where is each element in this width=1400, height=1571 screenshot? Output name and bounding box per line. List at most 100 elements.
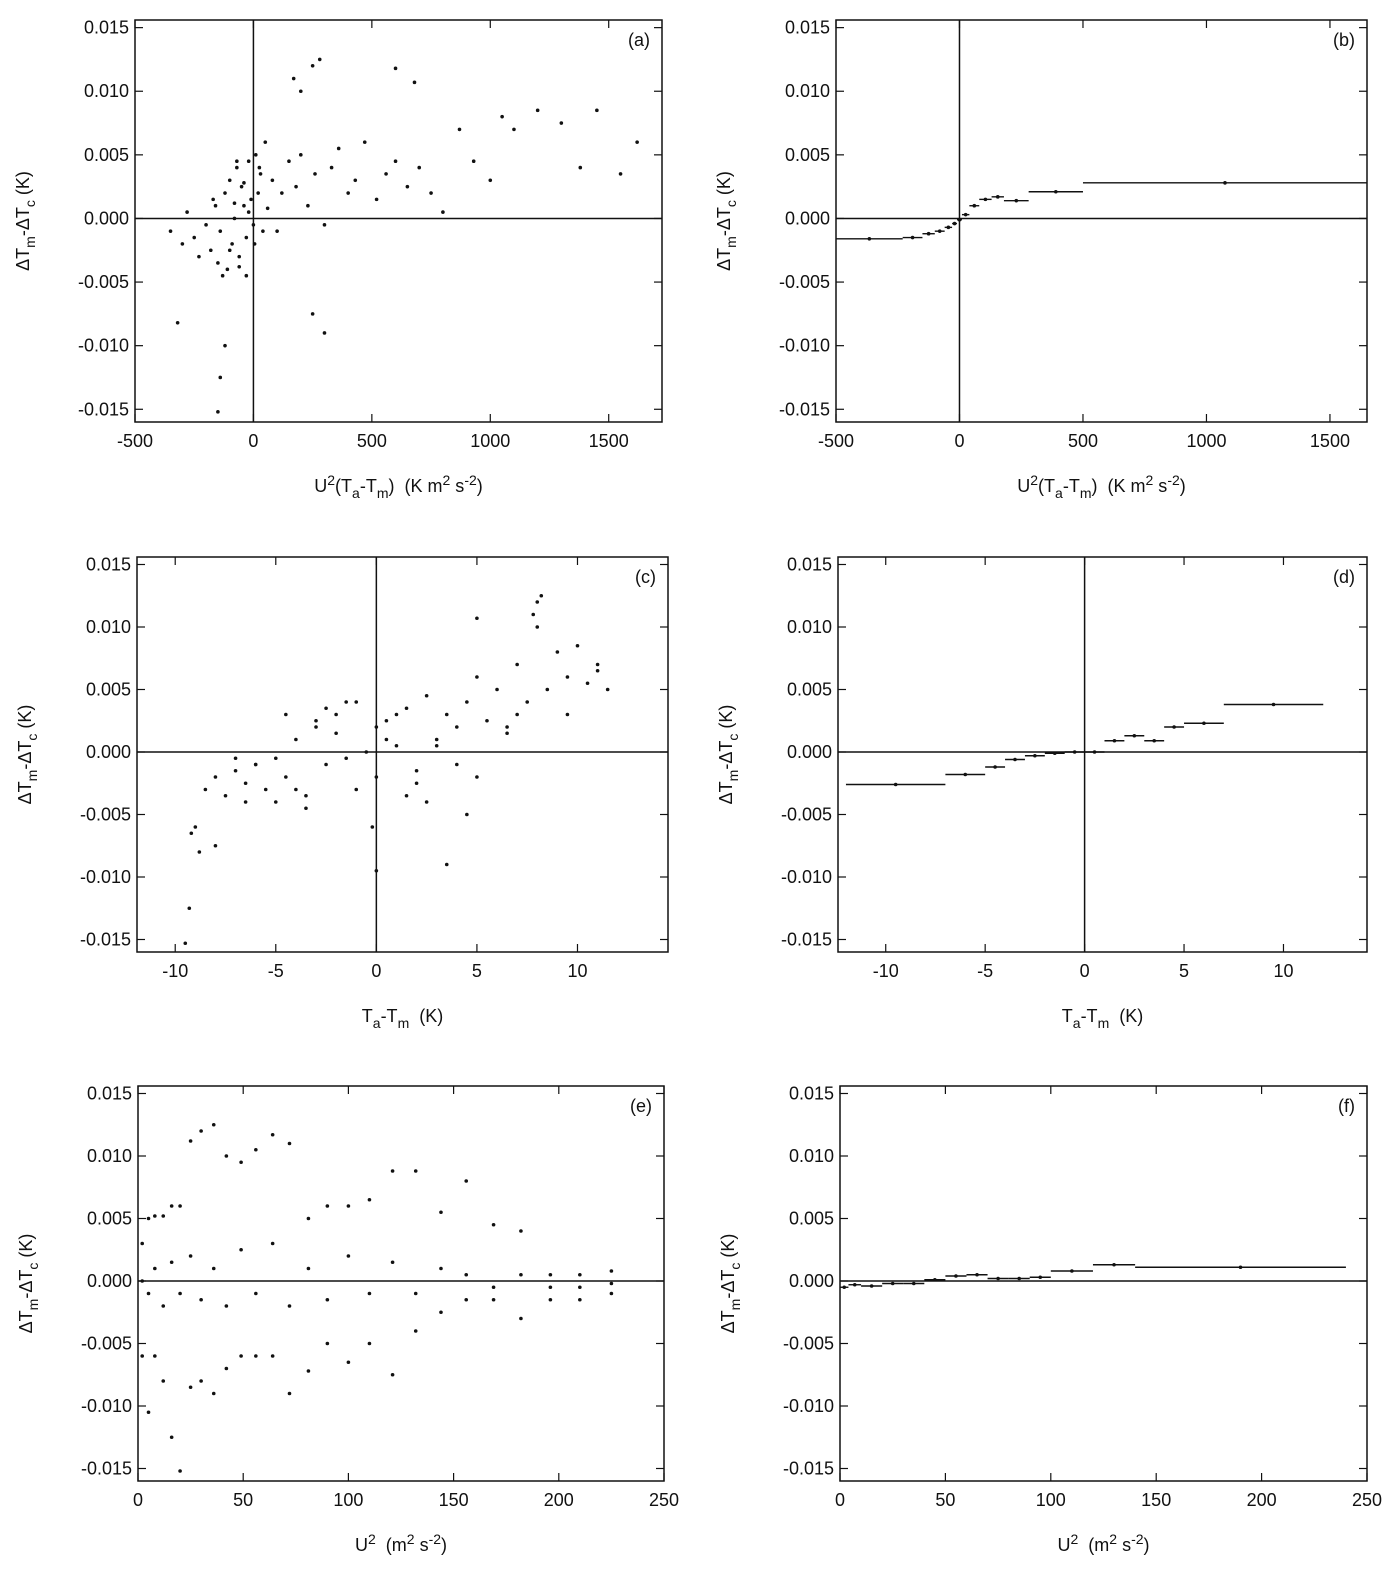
bin-point <box>869 1284 874 1288</box>
point <box>270 1354 275 1358</box>
point <box>218 375 223 380</box>
point <box>146 1216 151 1221</box>
point <box>519 1272 523 1277</box>
point <box>287 1304 292 1308</box>
point <box>394 712 399 717</box>
point <box>575 643 580 648</box>
y-tick-label: -0.005 <box>779 272 830 292</box>
label-part: -ΔT <box>714 207 734 236</box>
bin-point <box>1223 181 1227 185</box>
point <box>439 1266 443 1271</box>
point <box>404 793 409 798</box>
point <box>263 787 268 792</box>
point <box>314 725 318 729</box>
point <box>192 235 197 240</box>
label-part: -2 <box>464 472 477 488</box>
point <box>329 165 334 170</box>
point <box>417 165 422 170</box>
point <box>199 1129 203 1133</box>
y-axis-label: ΔTm-ΔTc (K) <box>714 171 739 271</box>
point <box>434 743 439 748</box>
y-axis-label: ΔTm-ΔTc (K) <box>16 1234 41 1334</box>
label-part: -2 <box>1131 1531 1144 1547</box>
point <box>243 781 248 786</box>
point <box>609 1281 614 1286</box>
point <box>354 700 359 704</box>
point <box>239 1247 243 1252</box>
point <box>565 675 570 679</box>
point <box>535 600 540 604</box>
point <box>249 197 253 202</box>
y-tick-label: 0.000 <box>87 1271 132 1291</box>
point <box>178 1291 182 1296</box>
point <box>230 242 234 246</box>
label-part: (K) <box>716 705 736 734</box>
label-part: c <box>24 734 40 741</box>
x-axis-label: U2(Ta-Tm) (K m2 s-2) <box>314 472 483 501</box>
point <box>595 662 600 667</box>
point <box>254 1354 258 1358</box>
point <box>211 1266 216 1271</box>
label-part: s <box>1117 1535 1131 1555</box>
y-tick-label: -0.010 <box>779 336 830 356</box>
label-part: T <box>362 1006 373 1026</box>
x-tick-label: 500 <box>357 431 387 451</box>
bin-point <box>1271 702 1276 707</box>
point <box>578 1285 582 1290</box>
bin-point <box>1112 738 1117 743</box>
point <box>545 687 550 692</box>
y-tick-label: 0.010 <box>785 81 830 101</box>
point <box>188 1254 193 1258</box>
x-tick-label: 100 <box>1036 1490 1066 1510</box>
y-tick-label: -0.010 <box>78 336 129 356</box>
point <box>216 261 220 265</box>
label-part: ΔT <box>16 1310 36 1333</box>
bin-point <box>1054 189 1058 194</box>
label-part: (K) <box>15 705 35 734</box>
y-tick-label: 0.005 <box>87 1209 132 1229</box>
x-tick-label: 1000 <box>1186 431 1226 451</box>
point <box>374 197 379 202</box>
label-part: 2 <box>407 1531 415 1547</box>
x-tick-label: 5 <box>1179 961 1189 981</box>
panel: -0.015 -0.010 -0.005 0.000 0.005 0.010 0.015 -1… <box>15 555 669 1031</box>
label-part: a <box>1073 1015 1081 1031</box>
point <box>346 1360 351 1365</box>
point <box>374 775 379 779</box>
bin-point <box>1202 721 1206 726</box>
label-part: -T <box>1063 476 1080 496</box>
point <box>199 1297 203 1302</box>
point <box>548 1297 553 1302</box>
point <box>232 216 237 221</box>
point <box>280 191 284 195</box>
label-part: (m <box>1078 1535 1109 1555</box>
point <box>227 248 232 253</box>
y-tick-label: 0.015 <box>87 1084 132 1104</box>
point <box>325 1297 330 1302</box>
label-part: (T <box>335 476 352 496</box>
point <box>346 1204 351 1208</box>
point <box>180 242 185 246</box>
point <box>344 700 348 704</box>
point <box>223 793 228 798</box>
point <box>384 737 389 742</box>
y-tick-label: 0.010 <box>787 617 832 637</box>
y-tick-label: 0.010 <box>87 1146 132 1166</box>
point <box>548 1285 553 1290</box>
point <box>244 235 249 240</box>
label-part: U <box>1057 1535 1070 1555</box>
bin-point <box>933 1277 937 1282</box>
point <box>178 1204 182 1208</box>
point <box>578 1272 582 1277</box>
x-axis-label: Ta-Tm (K) <box>362 1006 443 1031</box>
plot-frame <box>136 556 669 953</box>
panel: -0.015 -0.010 -0.005 0.000 0.005 0.010 0.015 -5… <box>714 18 1368 501</box>
x-tick-label: 500 <box>1068 431 1098 451</box>
point <box>261 229 265 233</box>
point <box>306 1266 311 1271</box>
label-part: T <box>1062 1006 1073 1026</box>
point <box>505 731 509 736</box>
point <box>595 108 599 113</box>
point <box>444 712 449 717</box>
point <box>253 762 258 767</box>
